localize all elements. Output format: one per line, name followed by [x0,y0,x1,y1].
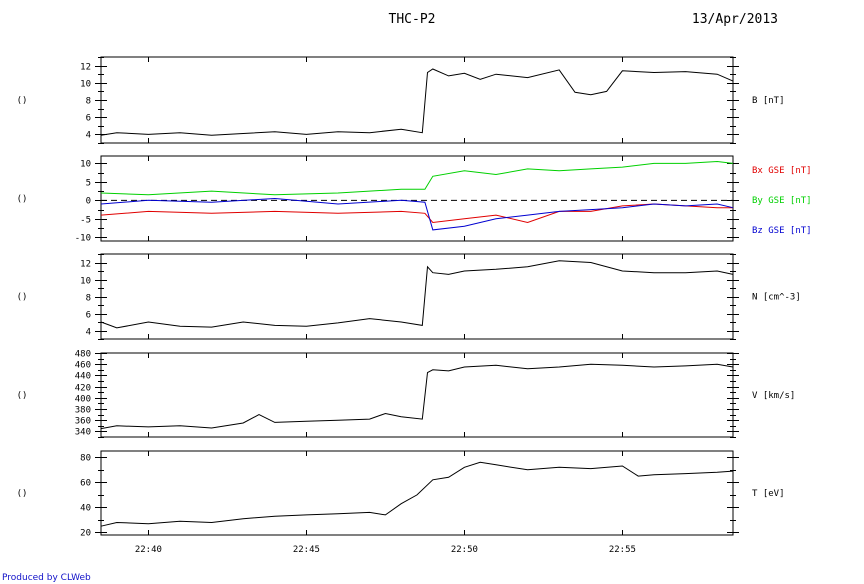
y-tick-label: 4 [86,131,91,141]
series-label: Bx GSE [nT] [752,166,812,176]
series-line-b [100,68,734,136]
y-tick-label: 40 [80,504,91,514]
panel-B: () 4 6 8 10 12 B [nT] [17,56,785,144]
panels: () 4 6 8 10 12 B [nT] () -10 -5 0 5 10 Bx GSE [nT] By … [17,56,812,539]
series-line-n [100,260,734,329]
panel-left-label: () [17,489,28,499]
x-tick-label: 22:50 [451,545,478,555]
y-tick-label: 10 [80,160,91,170]
y-tick-label: 8 [86,97,91,107]
panel-frame [100,155,734,242]
y-tick-label: 10 [80,277,91,287]
panel-left-label: () [17,96,28,106]
series-label: By GSE [nT] [752,196,812,206]
x-tick-label: 22:45 [293,545,320,555]
y-tick-label: 480 [75,350,91,360]
panel-left-label: () [17,195,28,205]
panel-frame [100,352,734,438]
y-tick-label: 80 [80,454,91,464]
y-tick-label: 10 [80,80,91,90]
plot-title: THC-P2 [389,12,436,27]
y-tick-label: 4 [86,328,91,338]
panel-frame [100,450,734,536]
plot-date: 13/Apr/2013 [692,12,778,27]
series-line-v [100,363,734,430]
series-line-t [100,461,734,527]
y-tick-label: 460 [75,361,91,371]
panel-left-label: () [17,293,28,303]
y-tick-label: 6 [86,114,91,124]
y-tick-label: -10 [75,234,91,244]
y-tick-label: 12 [80,260,91,270]
y-tick-label: 20 [80,529,91,539]
y-tick-label: 360 [75,417,91,427]
series-line-bx [100,203,733,224]
y-tick-label: 6 [86,311,91,321]
panel-Bxyz: () -10 -5 0 5 10 Bx GSE [nT] By GSE [nT] Bz GSE … [17,155,812,244]
y-tick-label: 440 [75,372,91,382]
y-tick-label: 400 [75,395,91,405]
y-tick-label: 0 [86,197,91,207]
credit-text: Produced by CLWeb [2,573,91,583]
x-tick-label: 22:40 [135,545,162,555]
y-tick-label: 8 [86,294,91,304]
y-tick-label: -5 [80,216,91,226]
y-axis-label: B [nT] [752,96,785,106]
x-tick-label: 22:55 [609,545,636,555]
y-tick-label: 12 [80,63,91,73]
time-axis: 22:40 22:45 22:50 22:55 [135,545,636,555]
panel-frame [100,56,734,144]
y-tick-label: 380 [75,406,91,416]
y-tick-label: 5 [86,179,91,189]
series-line-by [100,160,734,196]
y-axis-label: T [eV] [752,489,785,499]
series-line-bz [100,197,734,231]
y-tick-label: 420 [75,384,91,394]
panel-N: () 4 6 8 10 12 N [cm^-3] [17,253,801,340]
series-label: Bz GSE [nT] [752,226,812,236]
y-axis-label: V [km/s] [752,391,795,401]
y-tick-label: 340 [75,428,91,438]
panel-left-label: () [17,391,28,401]
y-tick-label: 60 [80,479,91,489]
panel-frame [100,253,734,340]
y-axis-label: N [cm^-3] [752,293,801,303]
panel-T: () 20 40 60 80 T [eV] [17,450,785,539]
